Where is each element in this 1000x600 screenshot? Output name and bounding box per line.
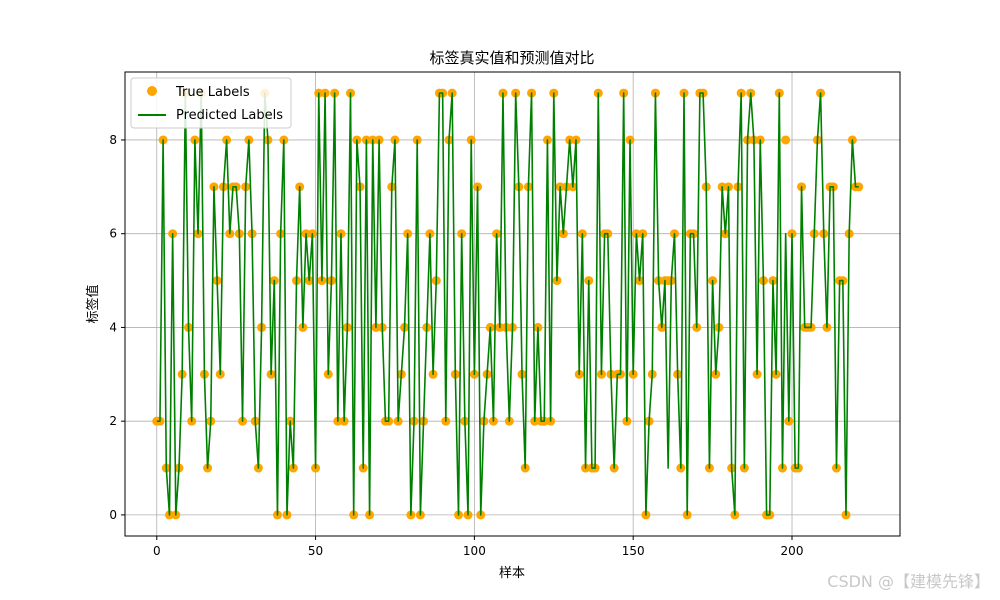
axis-ticks: 0 50 100 150 200 0 2 4 6 8 — [109, 133, 803, 558]
x-tick-label: 100 — [463, 544, 486, 558]
legend-true-marker — [147, 86, 157, 96]
predicted-line-layer — [156, 92, 859, 516]
x-tick-label: 150 — [622, 544, 645, 558]
legend-box — [130, 77, 292, 129]
plot-area-frame — [124, 71, 901, 537]
x-axis-label: 样本 — [499, 566, 525, 581]
y-tick-label: 0 — [109, 508, 117, 522]
y-tick-label: 8 — [109, 133, 117, 147]
legend-true-label: True Labels — [175, 85, 250, 100]
x-tick-label: 0 — [153, 544, 161, 558]
y-tick-label: 2 — [109, 414, 117, 428]
y-tick-label: 6 — [109, 227, 117, 241]
x-tick-label: 200 — [781, 544, 804, 558]
predicted-labels-line — [156, 92, 859, 516]
y-tick-label: 4 — [109, 320, 117, 334]
chart-title: 标签真实值和预测值对比 — [429, 49, 594, 67]
true-label-point — [781, 135, 791, 145]
legend-predicted-label: Predicted Labels — [176, 108, 283, 123]
watermark: CSDN @【建模先锋】 — [827, 572, 990, 591]
legend: True Labels Predicted Labels — [130, 77, 292, 129]
y-axis-label: 标签值 — [85, 284, 101, 323]
x-tick-label: 50 — [308, 544, 323, 558]
